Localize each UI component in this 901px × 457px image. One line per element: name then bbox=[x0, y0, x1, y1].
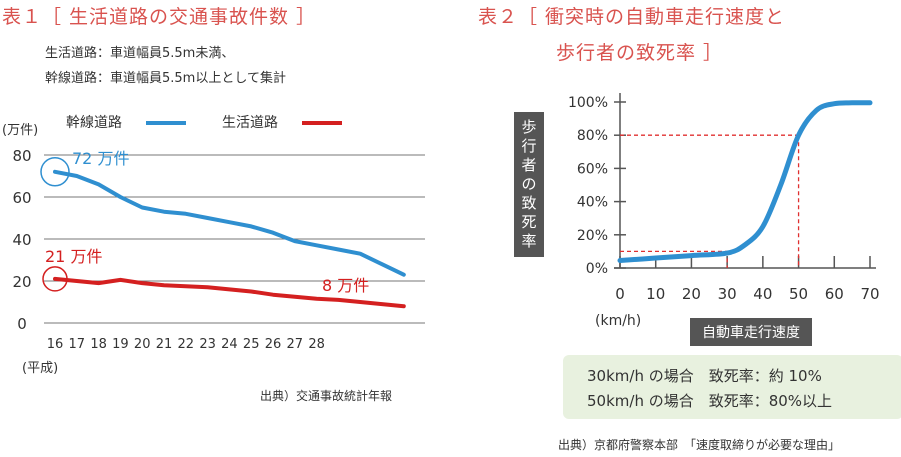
fatality-curve bbox=[617, 100, 873, 263]
annotation-main-start: 72 万件 bbox=[72, 149, 129, 168]
x-tick-label: 16 bbox=[47, 337, 64, 352]
right-y-axis-label-char: 致 bbox=[521, 194, 537, 212]
y-unit-label: (万件) bbox=[2, 123, 38, 138]
right-title-line-1: 表２［ 衝突時の自動車走行速度と bbox=[478, 6, 786, 28]
series-line-main-road bbox=[53, 169, 406, 277]
x-tick-label: 21 bbox=[156, 337, 173, 352]
right-y-axis-label-char: 歩 bbox=[521, 118, 537, 136]
x-tick-label: 70 bbox=[860, 285, 879, 303]
series-line-life-road bbox=[53, 276, 406, 309]
x-era-label: (平成) bbox=[22, 361, 58, 376]
x-tick-label: 17 bbox=[69, 337, 86, 352]
summary-line-1: 30km/h の場合 致死率：約 10% bbox=[587, 367, 822, 385]
legend-label-life-road: 生活道路 bbox=[222, 115, 278, 131]
highlight-circle-life-start bbox=[42, 266, 68, 292]
x-tick-label: 20 bbox=[134, 337, 151, 352]
right-y-axis-label-char: 率 bbox=[521, 232, 537, 250]
x-tick-label: 19 bbox=[112, 337, 129, 352]
y-tick-label: 60 bbox=[12, 189, 31, 207]
y-tick-label: 40 bbox=[12, 231, 31, 249]
right-y-axis-label-text: 歩行者の致死率 bbox=[514, 118, 544, 251]
x-tick-label: 50 bbox=[789, 285, 808, 303]
y-tick-label: 0% bbox=[586, 261, 608, 277]
x-tick-label: 20 bbox=[682, 285, 701, 303]
x-tick-label: 24 bbox=[221, 337, 238, 352]
right-x-axis-label: 自動車走行速度 bbox=[690, 318, 812, 346]
x-tick-label: 0 bbox=[615, 285, 625, 303]
x-tick-label: 25 bbox=[243, 337, 260, 352]
x-tick-label: 40 bbox=[753, 285, 772, 303]
x-tick-label: 26 bbox=[265, 337, 282, 352]
x-tick-label: 60 bbox=[825, 285, 844, 303]
left-title: 表１［ 生活道路の交通事故件数 ］ bbox=[2, 6, 317, 28]
right-line-chart: 0% 20% 40% 60% 80% 100% 0 10 20 30 40 50 60 70 (km/h) bbox=[568, 93, 880, 329]
y-tick-label: 100% bbox=[568, 95, 608, 111]
y-tick-label: 20 bbox=[12, 273, 31, 291]
summary-line-2: 50km/h の場合 致死率：80%以上 bbox=[587, 392, 833, 410]
legend-label-main-road: 幹線道路 bbox=[66, 114, 122, 131]
y-tick-label: 80 bbox=[12, 147, 31, 165]
x-tick-label: 22 bbox=[178, 337, 195, 352]
annotation-life-end: 8 万件 bbox=[322, 276, 369, 295]
left-note-2: 幹線道路：車道幅員5.5m以上として集計 bbox=[45, 71, 286, 86]
right-source: 出典）京都府警察本部 「速度取締りが必要な理由」 bbox=[558, 438, 841, 452]
x-tick-label: 10 bbox=[646, 285, 665, 303]
right-y-axis-label-char: の bbox=[521, 175, 537, 193]
left-line-chart: 0 20 40 60 80 (万件) 16 17 18 19 20 21 22 23 24 25 26 27 28 (… bbox=[2, 114, 425, 376]
x-tick-label: 30 bbox=[718, 285, 737, 303]
right-y-axis-label-char: 行 bbox=[521, 137, 537, 155]
highlight-circle-main-start bbox=[40, 157, 70, 187]
summary-box: 30km/h の場合 致死率：約 10% 50km/h の場合 致死率：80%以… bbox=[563, 355, 901, 419]
y-tick-label: 40% bbox=[577, 195, 608, 211]
right-y-axis-label: 歩行者の致死率 bbox=[514, 112, 544, 257]
x-tick-label: 18 bbox=[90, 337, 107, 352]
annotation-life-start: 21 万件 bbox=[45, 247, 102, 266]
right-y-axis-label-char: 者 bbox=[521, 156, 537, 174]
y-tick-label: 20% bbox=[577, 228, 608, 244]
x-tick-label: 28 bbox=[308, 337, 325, 352]
right-y-axis-label-char: 死 bbox=[521, 213, 537, 231]
left-note-1: 生活道路：車道幅員5.5m未満、 bbox=[45, 46, 235, 61]
x-unit-label: (km/h) bbox=[595, 313, 641, 329]
x-tick-label: 23 bbox=[199, 337, 216, 352]
y-tick-label: 60% bbox=[577, 161, 608, 177]
y-tick-label: 0 bbox=[17, 315, 27, 333]
y-tick-label: 80% bbox=[577, 128, 608, 144]
left-source: 出典）交通事故統計年報 bbox=[260, 389, 393, 403]
right-title-line-2: 歩行者の致死率 ］ bbox=[556, 42, 724, 64]
x-tick-label: 27 bbox=[287, 337, 304, 352]
